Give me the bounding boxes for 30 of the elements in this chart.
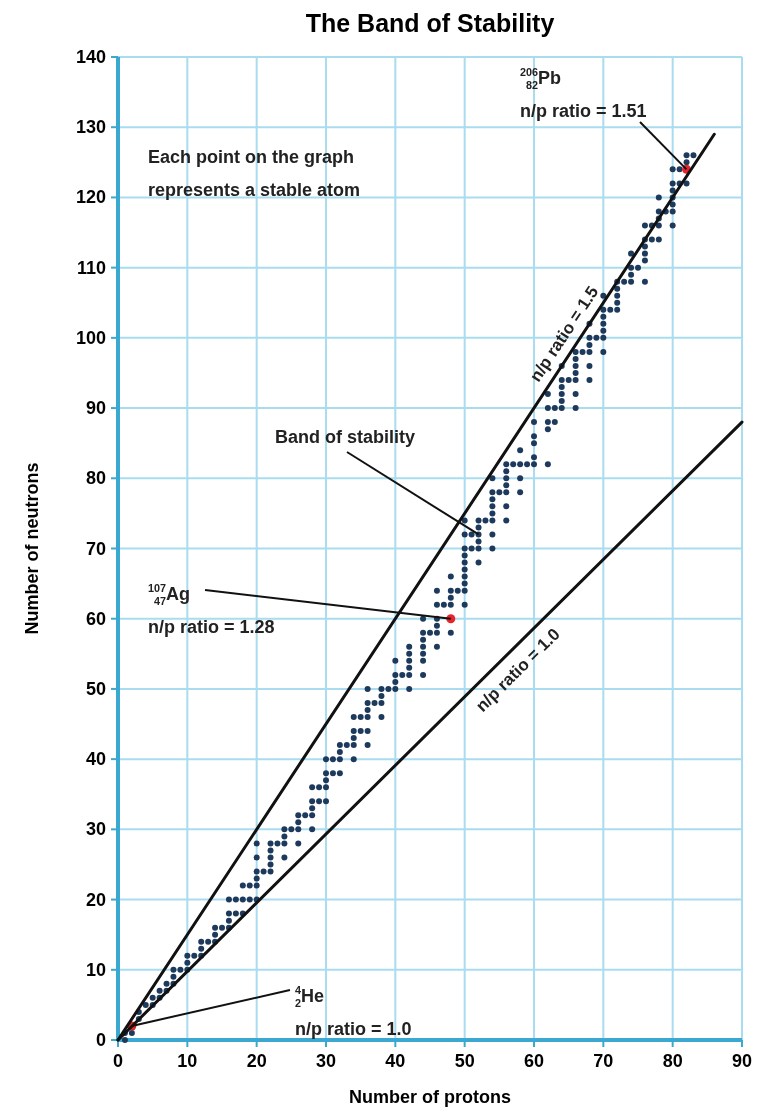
x-tick-label: 30 <box>315 1051 337 1071</box>
x-tick-label: 0 <box>112 1051 124 1071</box>
y-tick-label: 40 <box>85 749 106 770</box>
annotation: Each point on the graph represents a stable atom <box>148 147 361 200</box>
x-axis-title: Number of protons <box>349 1087 511 1107</box>
x-tick-label: 20 <box>246 1051 267 1071</box>
y-tick-label: 20 <box>85 889 106 910</box>
y-tick-label: 120 <box>75 187 106 208</box>
x-tick-label: 60 <box>523 1051 545 1071</box>
y-axis-title: Number of neutrons <box>22 462 42 635</box>
y-tick-label: 60 <box>85 608 106 629</box>
x-tick-label: 80 <box>662 1051 683 1071</box>
y-tick-label: 10 <box>85 959 106 980</box>
x-tick-label: 70 <box>593 1051 614 1071</box>
y-tick-label: 90 <box>85 398 106 419</box>
y-tick-label: 110 <box>76 257 106 278</box>
x-tick-label: 40 <box>385 1051 406 1071</box>
x-tick-label: 50 <box>454 1051 475 1071</box>
chart-title: The Band of Stability <box>305 9 555 37</box>
x-tick-label: 10 <box>177 1051 198 1071</box>
annotation: Band of stability <box>274 427 416 447</box>
y-tick-label: 0 <box>95 1030 106 1050</box>
y-tick-label: 130 <box>75 117 106 138</box>
y-tick-label: 30 <box>85 819 106 840</box>
y-tick-label: 100 <box>75 327 106 348</box>
y-tick-label: 80 <box>85 468 106 489</box>
y-tick-label: 140 <box>75 47 106 67</box>
y-tick-label: 70 <box>85 538 106 559</box>
x-tick-label: 90 <box>731 1051 753 1071</box>
y-tick-label: 50 <box>85 678 106 699</box>
